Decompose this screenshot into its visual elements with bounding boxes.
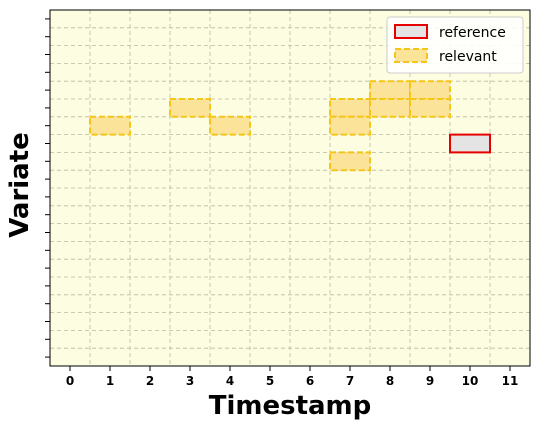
x-tick-label: 10 (462, 374, 479, 388)
relevant-cell (329, 115, 371, 136)
axes-layer: 0 1 2 3 4 5 6 7 8 9 10 11 (45, 9, 531, 388)
relevant-cell (89, 115, 131, 136)
x-tick-label: 11 (502, 374, 519, 388)
x-tick-label: 7 (346, 374, 354, 388)
y-axis-title: Variate (5, 132, 35, 238)
relevant-cell (169, 98, 211, 118)
x-tick-label: 4 (226, 374, 234, 388)
relevant-cell (329, 98, 371, 118)
x-tick-label: 1 (106, 374, 114, 388)
x-tick-label: 8 (386, 374, 394, 388)
plot-frame (49, 9, 531, 367)
relevant-cell (369, 80, 411, 100)
x-tick-label: 0 (66, 374, 74, 388)
x-tick-label: 9 (426, 374, 434, 388)
legend-swatch-reference (394, 24, 428, 39)
relevant-cell (329, 151, 371, 172)
legend-swatch-relevant (394, 48, 428, 63)
reference-cell (449, 133, 491, 154)
relevant-cell (409, 98, 451, 118)
relevant-cell (409, 80, 451, 100)
legend-label: reference (439, 25, 506, 41)
cells-layer (89, 80, 491, 172)
x-tick-label: 2 (146, 374, 154, 388)
relevant-cell (209, 115, 251, 136)
x-axis-title: Timestamp (209, 391, 372, 421)
x-tick-label: 6 (306, 374, 314, 388)
relevant-cell (369, 98, 411, 118)
x-tick-label: 3 (186, 374, 194, 388)
legend: reference relevant (386, 16, 524, 74)
legend-label: relevant (439, 49, 497, 65)
x-tick-label: 5 (266, 374, 274, 388)
